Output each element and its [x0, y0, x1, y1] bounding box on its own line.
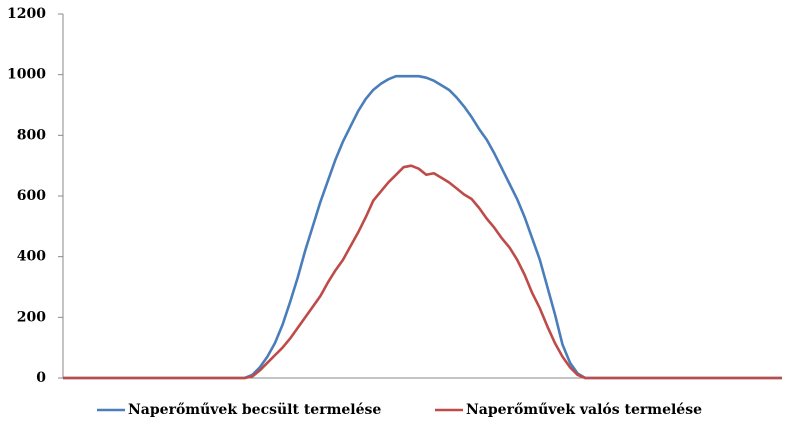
- y-tick-label: 1200: [7, 6, 46, 22]
- series-line: [63, 74, 782, 380]
- y-tick-label: 200: [17, 309, 46, 325]
- y-tick-label: 400: [17, 249, 46, 265]
- legend-label: Naperőművek valós termelése: [466, 402, 702, 418]
- series-line: [63, 164, 782, 380]
- y-tick-label: 1000: [7, 67, 46, 83]
- y-tick-label: 800: [17, 127, 46, 143]
- y-tick-label: 0: [36, 370, 46, 386]
- y-tick-label: 600: [17, 188, 46, 204]
- legend-label: Naperőművek becsült termelése: [128, 402, 381, 418]
